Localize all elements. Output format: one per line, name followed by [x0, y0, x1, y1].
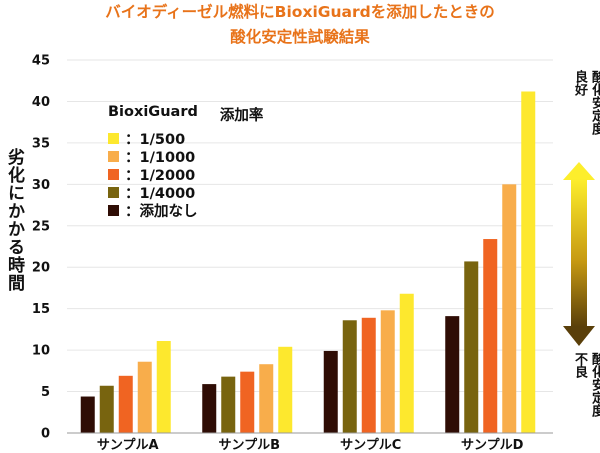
bar	[464, 261, 479, 433]
y-tick-label: 20	[32, 261, 50, 276]
bar	[99, 385, 114, 433]
legend-swatch	[108, 132, 119, 144]
chart-title-line2: 酸化安定性試験結果	[230, 28, 370, 46]
y-tick-label: 45	[32, 54, 50, 69]
stability-poor-text: 酸化安定度	[589, 352, 600, 417]
y-tick-label: 30	[32, 178, 50, 193]
bar	[137, 361, 152, 433]
y-tick-label: 25	[32, 219, 50, 234]
bar	[445, 316, 460, 433]
bar	[202, 384, 217, 433]
legend-item: ：1/2000	[108, 165, 263, 184]
bar	[278, 346, 293, 433]
y-axis-label: 劣化にかかる時間	[4, 148, 24, 292]
bar	[221, 376, 236, 433]
legend-swatch	[108, 204, 119, 216]
x-tick-label: サンプルB	[218, 438, 280, 453]
y-tick-label: 40	[32, 95, 50, 110]
y-tick-label: 15	[32, 302, 50, 317]
legend-swatch	[108, 150, 119, 162]
legend-header: BioxiGuard	[108, 104, 198, 120]
legend-swatch	[108, 186, 119, 198]
legend-label: ：1/4000	[125, 185, 196, 202]
bar	[259, 364, 274, 433]
stability-poor-label: 酸化安定度 不良	[558, 352, 600, 452]
bar	[80, 396, 95, 433]
y-tick-label: 5	[41, 385, 50, 400]
legend-swatch	[108, 168, 119, 180]
bar	[502, 184, 517, 433]
bar	[521, 91, 536, 434]
legend-label: ：1/2000	[125, 167, 196, 184]
legend-label: ：1/1000	[125, 149, 196, 166]
y-tick-label: 35	[32, 136, 50, 151]
legend-item: ：1/1000	[108, 147, 263, 166]
bar	[323, 350, 338, 433]
bar	[399, 293, 414, 433]
stability-arrow-shaft	[571, 179, 587, 327]
bar	[118, 375, 133, 433]
legend: BioxiGuard 添加率 ：1/500 ：1/1000 ：1/2000 ：1…	[108, 104, 264, 220]
x-tick-label: サンプルA	[97, 438, 159, 453]
stability-good-word: 良好	[572, 70, 587, 96]
chart-title-line1: バイオディーゼル燃料にBioxiGuardを添加したときの	[105, 3, 495, 21]
bar	[361, 317, 376, 433]
stability-poor-word: 不良	[572, 352, 587, 378]
legend-label: ：1/500	[125, 131, 186, 148]
bar	[342, 320, 357, 433]
bar	[156, 340, 171, 433]
stability-arrow	[563, 162, 595, 346]
bar	[240, 371, 255, 433]
legend-label: ：添加なし	[125, 203, 198, 220]
x-tick-label: サンプルD	[461, 438, 524, 453]
bar	[483, 239, 498, 433]
legend-item: ：1/500	[108, 129, 263, 148]
y-tick-label: 10	[32, 344, 50, 359]
legend-item: ：添加なし	[108, 201, 263, 220]
legend-header-rate: 添加率	[219, 108, 264, 124]
y-tick-label: 0	[41, 427, 50, 442]
stability-good-text: 酸化安定度	[589, 70, 600, 135]
stability-arrow-up-head	[563, 162, 595, 180]
x-tick-label: サンプルC	[340, 438, 401, 453]
stability-arrow-down-head	[563, 326, 595, 346]
bar	[380, 310, 395, 433]
legend-item: ：1/4000	[108, 183, 263, 202]
stability-good-label: 酸化安定度 良好	[558, 70, 600, 170]
